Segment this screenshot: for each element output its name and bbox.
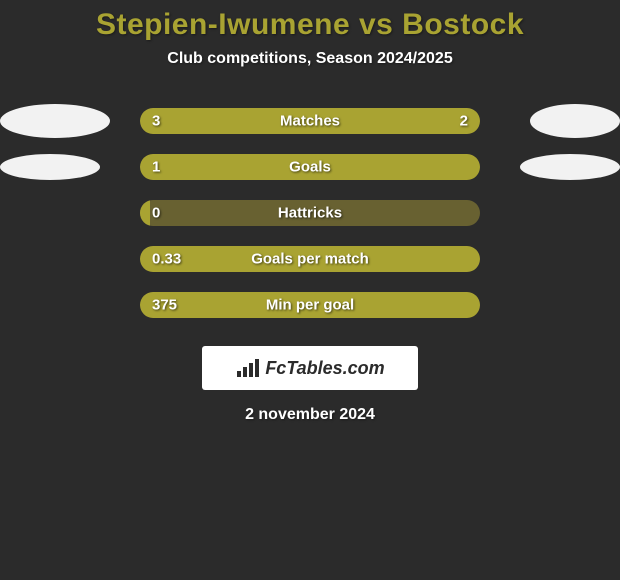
subtitle: Club competitions, Season 2024/2025 [0, 50, 620, 68]
footer-logo[interactable]: FcTables.com [202, 346, 418, 390]
comparison-widget: Stepien-Iwumene vs Bostock Club competit… [0, 0, 620, 580]
player-avatar-right [530, 104, 620, 138]
stat-bar-fill [140, 154, 480, 180]
player-avatar-right [520, 154, 620, 180]
footer-logo-text: FcTables.com [265, 358, 384, 379]
stat-bar: Goals1 [140, 154, 480, 180]
player-avatar-left [0, 154, 100, 180]
stat-bar-fill [140, 292, 480, 318]
stat-bar: Hattricks0 [140, 200, 480, 226]
stat-bar-fill [140, 246, 480, 272]
stat-bar: Matches32 [140, 108, 480, 134]
stat-rows: Matches32 Goals1 Hattricks0 Goals per match… [0, 98, 620, 328]
player-avatar-left [0, 104, 110, 138]
stat-label: Hattricks [140, 205, 480, 222]
stat-value-left: 0 [152, 205, 160, 222]
stat-row: Goals per match0.33 [0, 236, 620, 282]
stat-bar: Goals per match0.33 [140, 246, 480, 272]
stat-bar-fill [140, 200, 150, 226]
footer-date: 2 november 2024 [0, 406, 620, 424]
stat-row: Goals1 [0, 144, 620, 190]
stat-row: Matches32 [0, 98, 620, 144]
stat-row: Min per goal375 [0, 282, 620, 328]
bars-icon [235, 357, 261, 379]
stat-bar-fill [140, 108, 480, 134]
stat-bar: Min per goal375 [140, 292, 480, 318]
page-title: Stepien-Iwumene vs Bostock [0, 0, 620, 42]
stat-row: Hattricks0 [0, 190, 620, 236]
